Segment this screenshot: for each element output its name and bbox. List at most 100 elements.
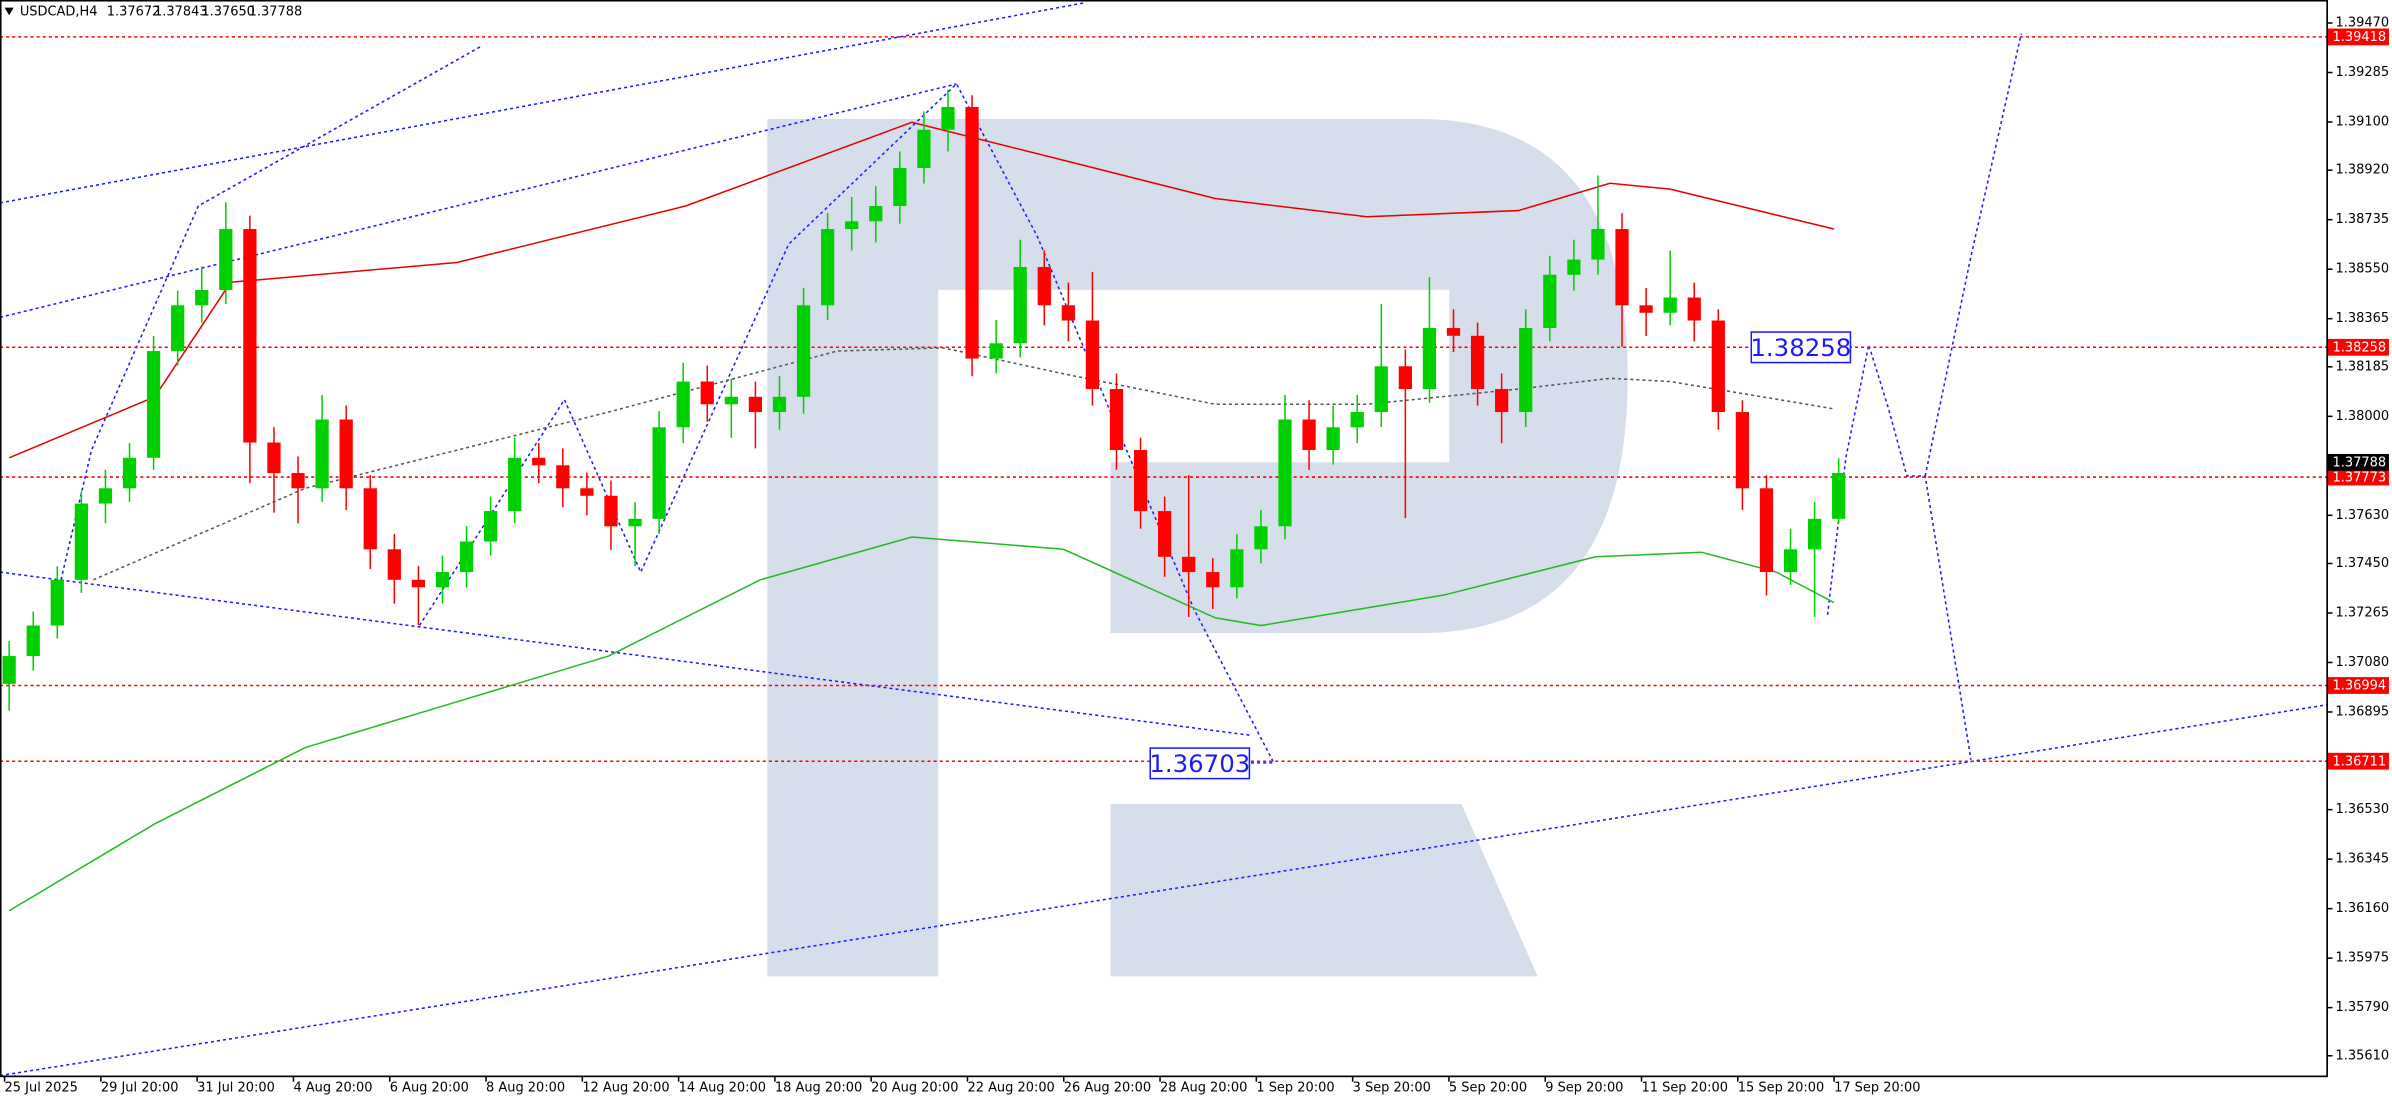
x-tick-label: 17 Sep 20:00: [1834, 1080, 1920, 1095]
annotation-box: [1750, 331, 1852, 364]
candle-body: [580, 488, 594, 496]
x-tick-label: 22 Aug 20:00: [967, 1080, 1054, 1095]
x-tick-label: 18 Aug 20:00: [775, 1080, 862, 1095]
x-tick-label: 29 Jul 20:00: [101, 1080, 179, 1095]
candle-body: [1639, 305, 1653, 313]
candle-body: [1735, 412, 1749, 489]
annotation-label: 1.36703: [1149, 749, 1250, 778]
candle-body: [724, 396, 738, 405]
candle-body: [604, 495, 618, 527]
candle-body: [1807, 518, 1822, 550]
candle-body: [628, 518, 642, 527]
candle-body: [26, 625, 40, 657]
forecast-path: [1924, 33, 2023, 477]
candle-body: [339, 419, 353, 489]
x-tick-label: 20 Aug 20:00: [871, 1080, 958, 1095]
y-tick-label: 1.38735: [2336, 212, 2390, 227]
y-tick-label: 1.39470: [2336, 16, 2390, 31]
candle-body: [50, 579, 64, 626]
x-tick-label: 6 Aug 20:00: [390, 1080, 469, 1095]
candle-body: [772, 396, 787, 413]
y-tick-label: 1.39100: [2336, 115, 2390, 130]
x-tick-label: 12 Aug 20:00: [582, 1080, 669, 1095]
candle-body: [1374, 366, 1388, 413]
candle-body: [291, 473, 305, 489]
candle-body: [1206, 572, 1220, 588]
x-tick-label: 25 Jul 2025: [5, 1080, 78, 1095]
y-tick-label: 1.35790: [2336, 1000, 2390, 1015]
candle-body: [1711, 320, 1725, 413]
x-tick-label: 31 Jul 20:00: [197, 1080, 275, 1095]
watermark-logo: [767, 119, 1628, 977]
menu-arrow[interactable]: [4, 7, 14, 16]
forecast-path: [1826, 344, 1972, 760]
trend-line: [0, 83, 957, 319]
candle-body: [1470, 335, 1485, 390]
y-tick-label: 1.37080: [2336, 655, 2390, 670]
symbol: USDCAD,H4: [20, 5, 98, 20]
annotation-box: [1149, 747, 1251, 780]
candle-body: [820, 229, 835, 306]
annotation-label: 1.38258: [1750, 333, 1851, 362]
candle-body: [122, 457, 137, 489]
candle-body: [1398, 366, 1412, 390]
y-tick-label: 1.38000: [2336, 409, 2390, 424]
candle-body: [363, 488, 377, 550]
candle-body: [146, 351, 161, 458]
candle-body: [1422, 328, 1437, 390]
x-tick-label: 14 Aug 20:00: [679, 1080, 766, 1095]
candle-body: [1519, 328, 1533, 413]
y-tick-label: 1.36345: [2336, 852, 2390, 867]
candle-body: [1687, 297, 1701, 321]
moving-average: [8, 536, 1835, 912]
price-label-box: [2327, 677, 2389, 694]
x-tick-label: 9 Sep 20:00: [1545, 1080, 1623, 1095]
candle-body: [1615, 229, 1629, 306]
price-label: 1.36994: [2333, 679, 2387, 694]
candle-body: [98, 488, 113, 504]
candle-body: [1109, 389, 1124, 451]
candle-body: [532, 457, 546, 466]
candle-body: [1326, 427, 1340, 451]
candle-body: [1254, 526, 1268, 550]
y-tick-label: 1.36895: [2336, 704, 2390, 719]
candle-body: [1832, 473, 1846, 519]
candle-body: [1230, 549, 1244, 588]
trend-line: [0, 704, 2327, 1077]
x-tick-label: 26 Aug 20:00: [1064, 1080, 1151, 1095]
y-tick-label: 1.38550: [2336, 262, 2390, 277]
candle-body: [965, 107, 979, 359]
logo-bowl: [938, 119, 1628, 634]
candle-body: [387, 549, 401, 580]
candle-body: [1158, 511, 1172, 557]
candle-body: [1759, 488, 1774, 573]
price-label: 1.38258: [2333, 341, 2387, 356]
x-tick-label: 8 Aug 20:00: [486, 1080, 565, 1095]
plot-area: [0, 36, 2327, 912]
candle-body: [1783, 549, 1798, 573]
candle-body: [1061, 305, 1075, 321]
x-tick-label: 3 Sep 20:00: [1353, 1080, 1431, 1095]
x-tick-label: 15 Sep 20:00: [1738, 1080, 1824, 1095]
candle-body: [483, 511, 498, 542]
candle-body: [652, 427, 666, 519]
candle-body: [435, 572, 450, 588]
candle-body: [195, 290, 209, 306]
candle-body: [917, 129, 931, 169]
candle-body: [1278, 419, 1292, 527]
candle-body: [845, 221, 859, 230]
candle-body: [748, 396, 763, 413]
candle-body: [1037, 267, 1051, 306]
price-label: 1.36711: [2333, 754, 2387, 769]
candle-body: [74, 503, 88, 580]
price-label-box: [2327, 28, 2389, 46]
candle-body: [989, 343, 1003, 359]
y-tick-label: 1.37265: [2336, 605, 2390, 620]
y-tick-label: 1.36160: [2336, 901, 2390, 916]
candle-body: [1182, 556, 1196, 573]
y-tick-label: 1.35975: [2336, 951, 2390, 966]
trend-line: [0, 2, 1084, 204]
header-price: 1.37788: [249, 5, 303, 20]
